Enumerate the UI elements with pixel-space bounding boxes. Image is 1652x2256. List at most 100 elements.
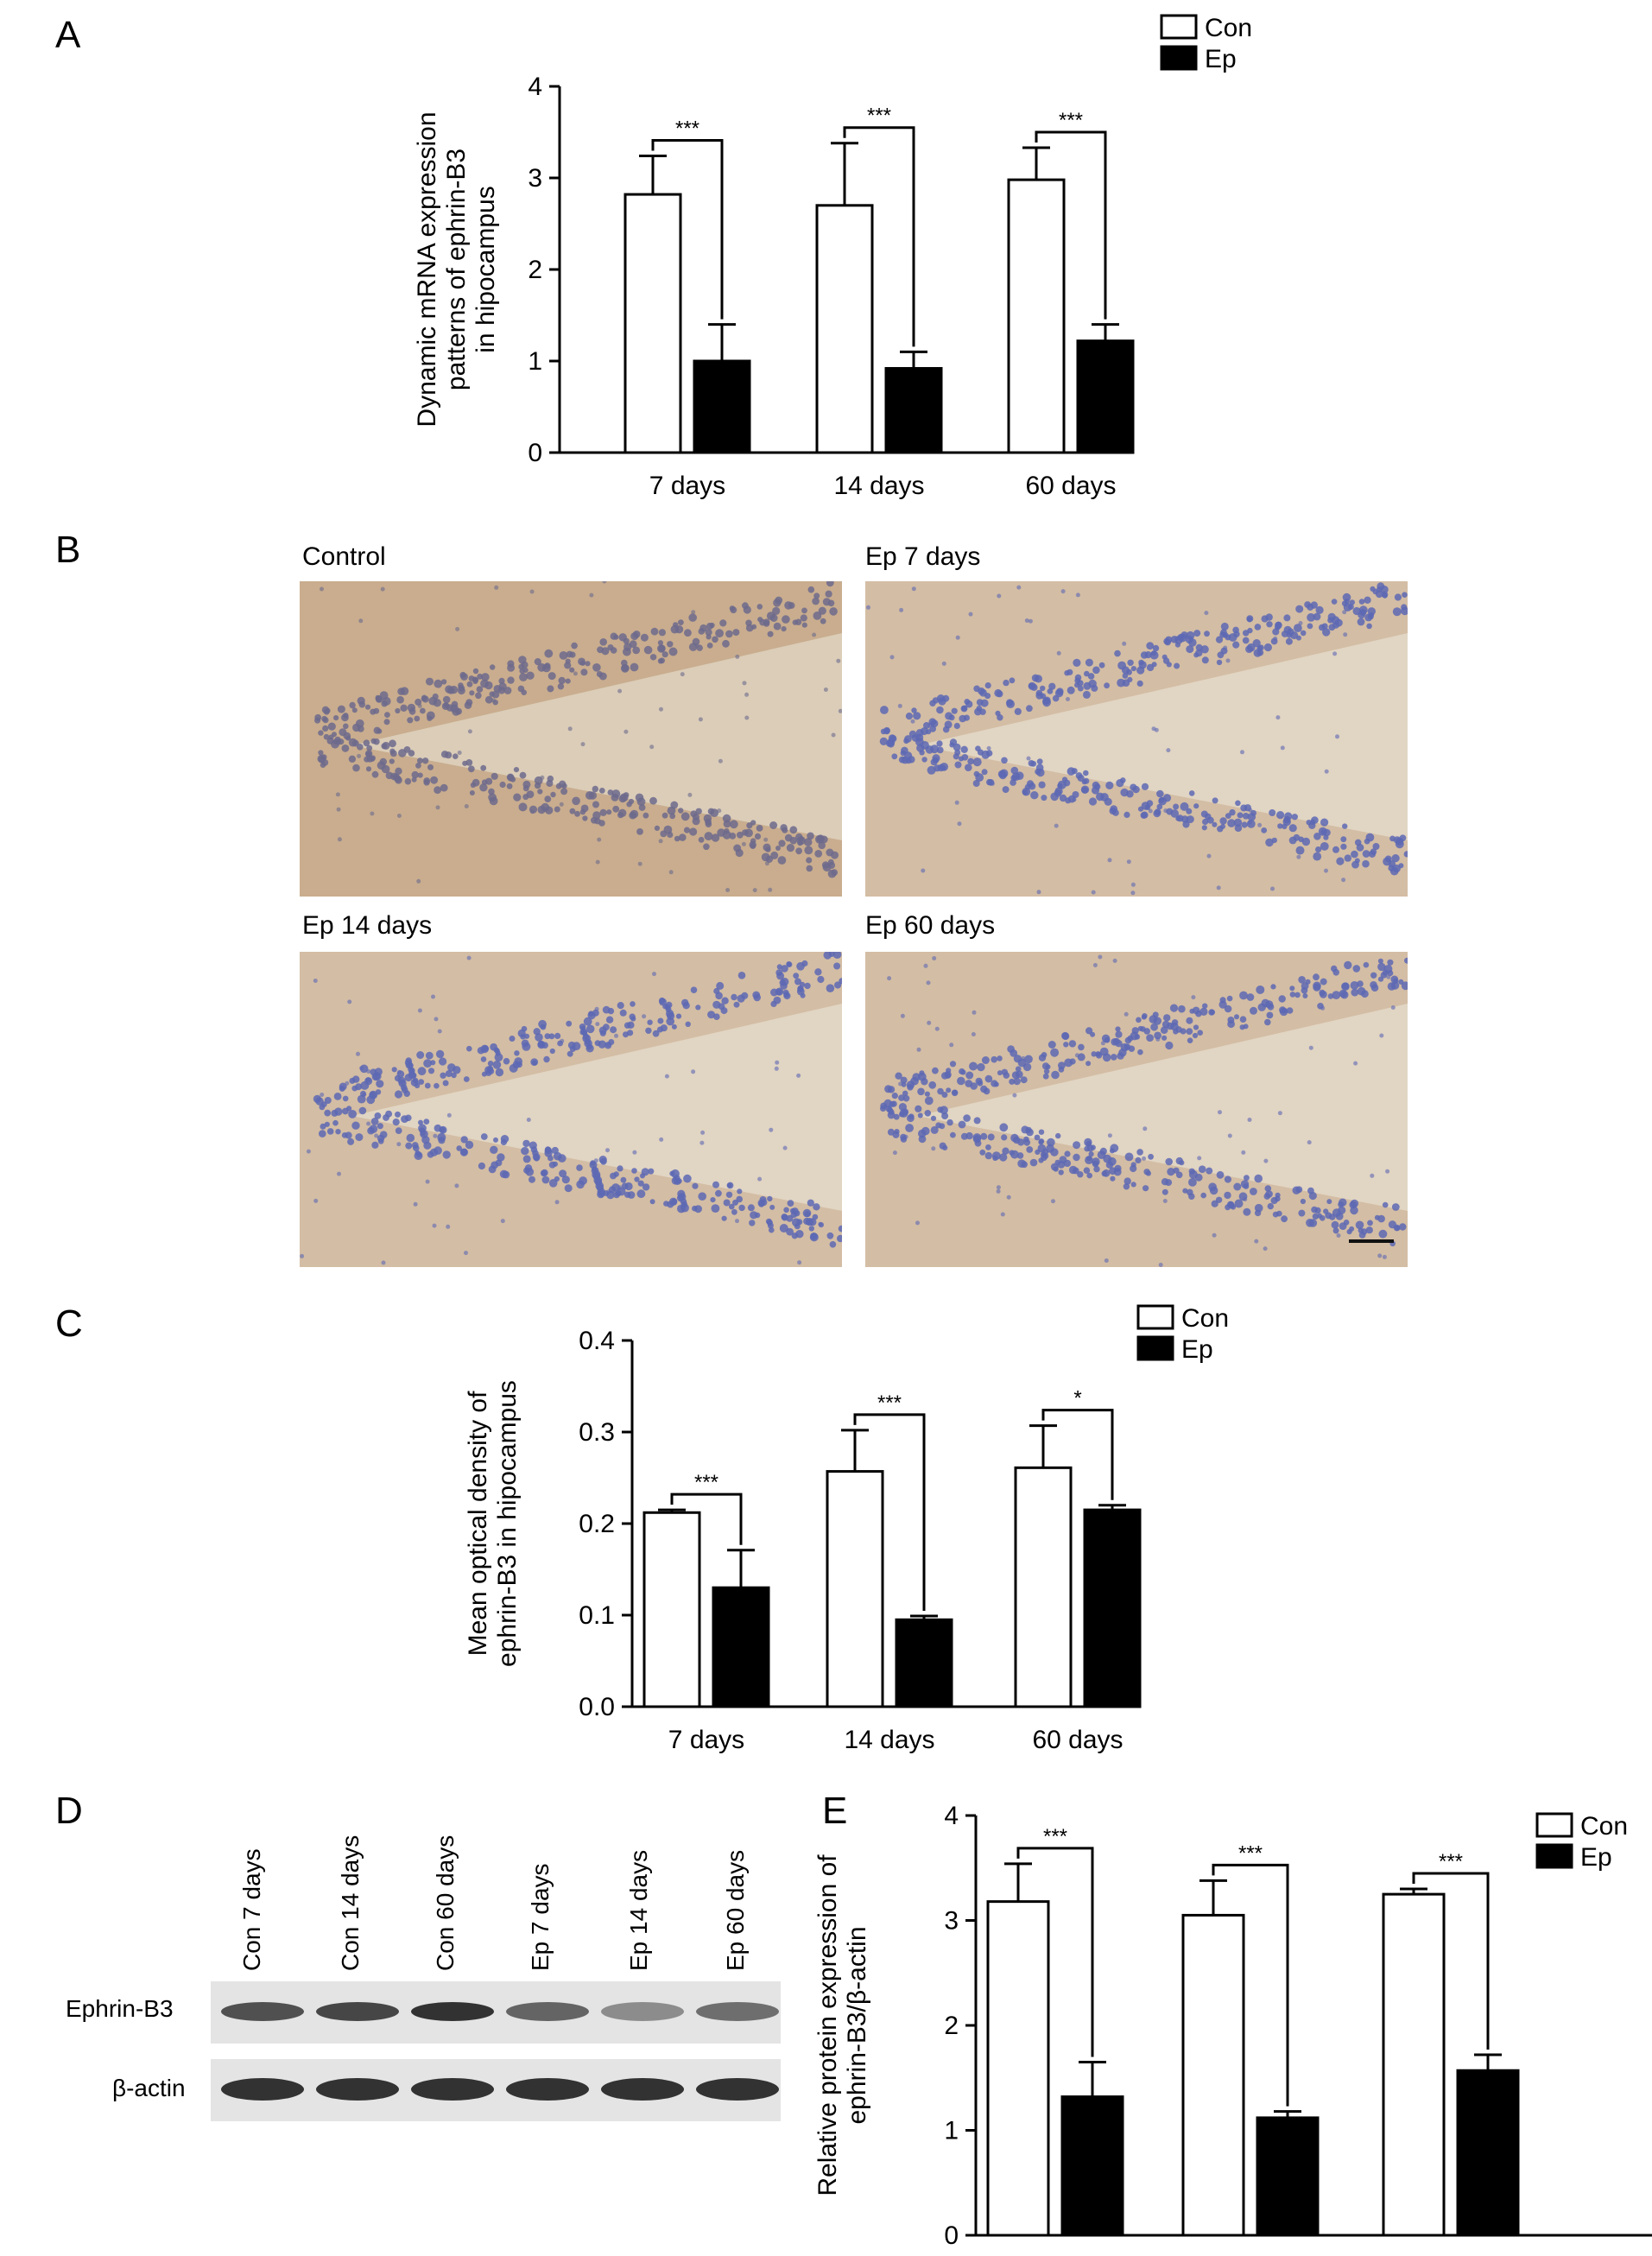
granule-cell [489,691,495,697]
granule-cell [1122,673,1129,679]
scattered-cell [573,671,578,676]
granule-cell [1357,980,1364,987]
granule-cell [1237,812,1244,819]
granule-cell [441,702,450,710]
granule-cell [1323,834,1329,840]
granule-cell [801,622,807,628]
granule-cell [566,650,573,658]
granule-cell [1085,1156,1093,1164]
granule-cell [426,677,434,686]
granule-cell [827,859,834,865]
granule-cell [905,1124,914,1132]
granule-cell [1401,604,1408,611]
granule-cell [1175,1171,1183,1179]
scattered-cell [457,751,462,755]
chart-c-y-axis-label: Mean optical density of [464,1391,492,1657]
granule-cell [456,1145,462,1151]
granule-cell [357,726,364,732]
granule-cell [703,843,710,851]
granule-cell [782,615,790,624]
granule-cell [936,740,943,747]
granule-cell [1186,808,1193,814]
granule-cell [599,638,607,646]
granule-cell [772,606,781,615]
chart-e-significance-bracket [1212,1863,1289,2107]
granule-cell [424,1082,431,1089]
scattered-cell [774,1066,779,1071]
granule-cell [973,1117,981,1125]
chart-e-x-tick-label: 14 days [1205,2254,1295,2256]
granule-cell [611,793,619,802]
granule-cell [683,827,691,833]
blot-band [221,2078,304,2101]
granule-cell [924,1096,934,1106]
scattered-cell [1158,1263,1163,1267]
granule-cell [753,993,761,1002]
scattered-cell [336,807,341,812]
granule-cell [635,793,644,802]
granule-cell [997,1055,1003,1061]
granule-cell [957,1076,965,1086]
granule-cell [806,865,813,872]
granule-cell [795,847,802,855]
scattered-cell [1066,697,1070,701]
granule-cell [459,671,466,679]
granule-cell [946,1118,953,1126]
granule-cell [1127,659,1134,666]
granule-cell [355,1133,364,1142]
granule-cell [998,771,1007,780]
granule-cell [1317,1213,1323,1219]
granule-cell [809,1233,819,1242]
granule-cell [729,833,737,840]
granule-cell [1275,1192,1281,1198]
granule-cell [389,748,396,754]
scattered-cell [491,698,496,703]
scattered-cell [362,1092,367,1097]
granule-cell [1173,1029,1179,1035]
granule-cell [917,1087,925,1096]
chart-c-y-tick-label: 0.0 [579,1693,615,1721]
granule-cell [480,764,487,771]
chart-e-y-tick-label: 3 [944,1907,959,1936]
granule-cell [1261,998,1270,1008]
granule-cell [928,1080,937,1089]
granule-cell [779,1224,788,1233]
scattered-cell [1191,995,1196,1000]
granule-cell [794,978,801,985]
granule-cell [627,1030,634,1036]
scattered-cell [668,870,674,875]
granule-cell [715,629,724,638]
scattered-cell [796,1073,801,1078]
granule-cell [507,774,515,782]
granule-cell [1291,814,1298,821]
granule-cell [599,808,607,816]
granule-cell [579,1176,587,1185]
granule-cell [804,1211,811,1218]
granule-cell [681,998,689,1007]
scattered-cell [718,758,723,764]
granule-cell [1149,1015,1158,1023]
granule-cell [985,1144,991,1150]
scattered-cell [446,1224,451,1229]
granule-cell [888,1109,895,1115]
granule-cell [1130,1182,1136,1188]
scattered-cell [1324,868,1328,873]
granule-cell [395,1127,402,1134]
granule-cell [953,743,961,751]
granule-cell [1105,781,1114,789]
chart-e-y-tick-label: 2 [944,2012,959,2040]
scattered-cell [1056,650,1061,656]
granule-cell [571,642,578,650]
scattered-cell [818,1221,823,1226]
granule-cell [670,624,680,634]
granule-cell [1332,991,1341,999]
granule-cell [1146,1034,1154,1042]
scattered-cell [560,1038,565,1043]
granule-cell [946,1087,952,1093]
granule-cell [1357,618,1365,626]
scattered-cell [396,1069,402,1074]
granule-cell [1124,1152,1134,1162]
micrograph-ep-60-image [865,952,1408,1267]
granule-cell [610,632,617,640]
granule-cell [891,753,898,760]
